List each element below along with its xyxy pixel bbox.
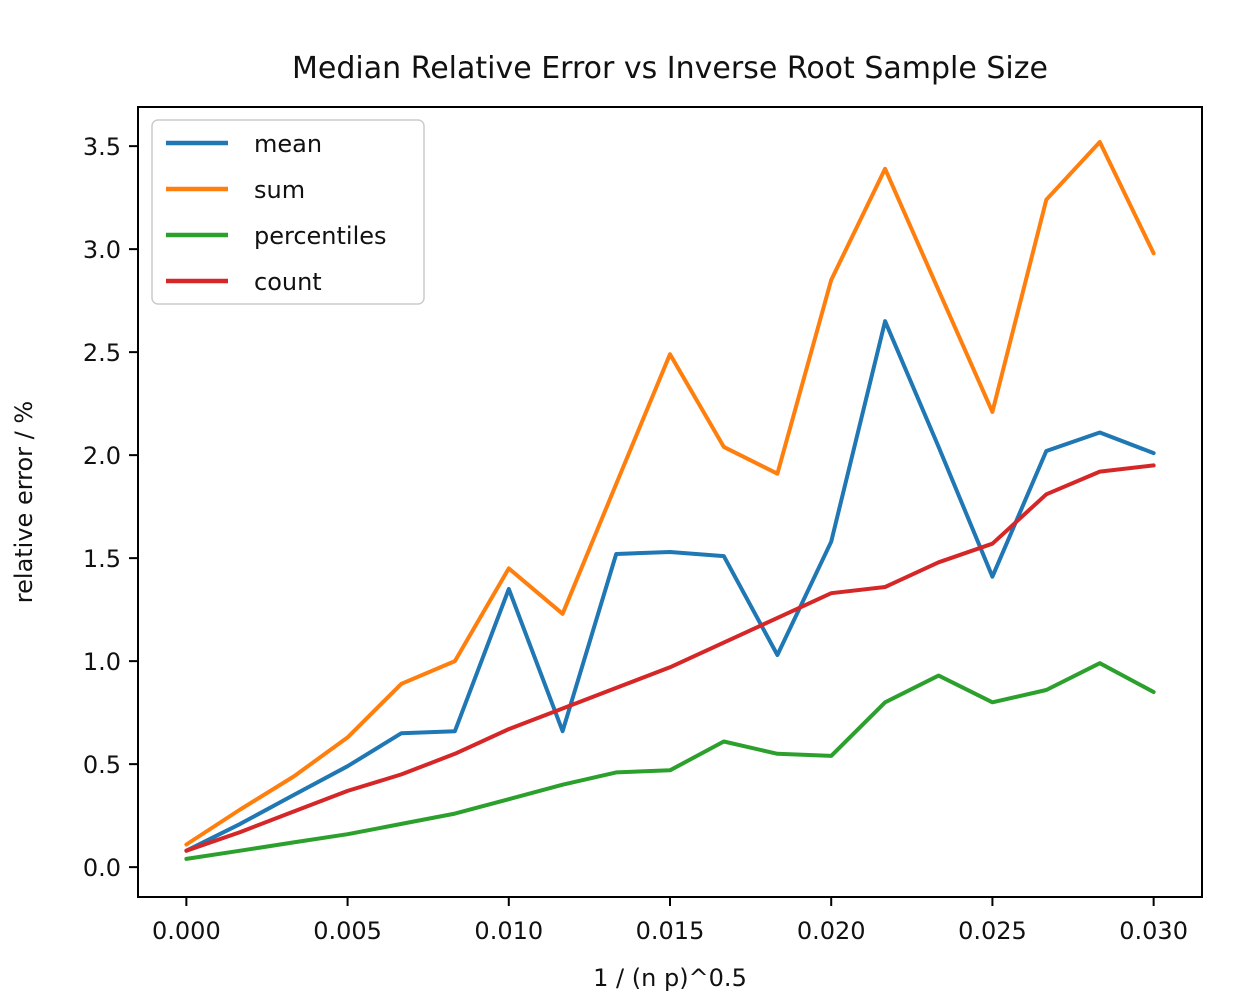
x-tick-label: 0.025 (958, 917, 1027, 945)
x-tick-label: 0.030 (1119, 917, 1188, 945)
legend-label-count: count (254, 268, 322, 296)
y-tick-label: 1.5 (83, 545, 121, 573)
series-line-sum (184, 140, 1156, 847)
series-line-count (184, 463, 1156, 853)
chart-title: Median Relative Error vs Inverse Root Sa… (292, 51, 1048, 86)
x-axis-label: 1 / (n p)^0.5 (593, 964, 747, 992)
legend-box (151, 119, 425, 305)
y-tick-label: 1.0 (83, 648, 121, 676)
x-tick-label: 0.005 (313, 917, 382, 945)
y-axis-label: relative error / % (10, 401, 38, 603)
series-lines (184, 140, 1156, 861)
legend-label-percentiles: percentiles (254, 222, 387, 250)
x-tick-label: 0.020 (797, 917, 866, 945)
y-tick-label: 0.0 (83, 854, 121, 882)
y-tick-label: 3.5 (83, 133, 121, 161)
legend-label-mean: mean (254, 130, 322, 158)
y-tick-label: 2.5 (83, 339, 121, 367)
series-line-percentiles (184, 661, 1156, 861)
y-tick-label: 3.0 (83, 236, 121, 264)
x-axis-ticks: 0.000 0.005 0.010 0.015 0.020 0.025 0.030 (152, 897, 1188, 945)
legend-label-sum: sum (254, 176, 305, 204)
y-tick-label: 2.0 (83, 442, 121, 470)
legend: mean sum percentiles count (151, 119, 425, 305)
series-line-mean (184, 319, 1156, 853)
x-tick-label: 0.015 (636, 917, 705, 945)
x-tick-label: 0.000 (152, 917, 221, 945)
y-tick-label: 0.5 (83, 751, 121, 779)
x-tick-label: 0.010 (474, 917, 543, 945)
y-axis-ticks: 0.0 0.5 1.0 1.5 2.0 2.5 3.0 3.5 (83, 133, 138, 882)
